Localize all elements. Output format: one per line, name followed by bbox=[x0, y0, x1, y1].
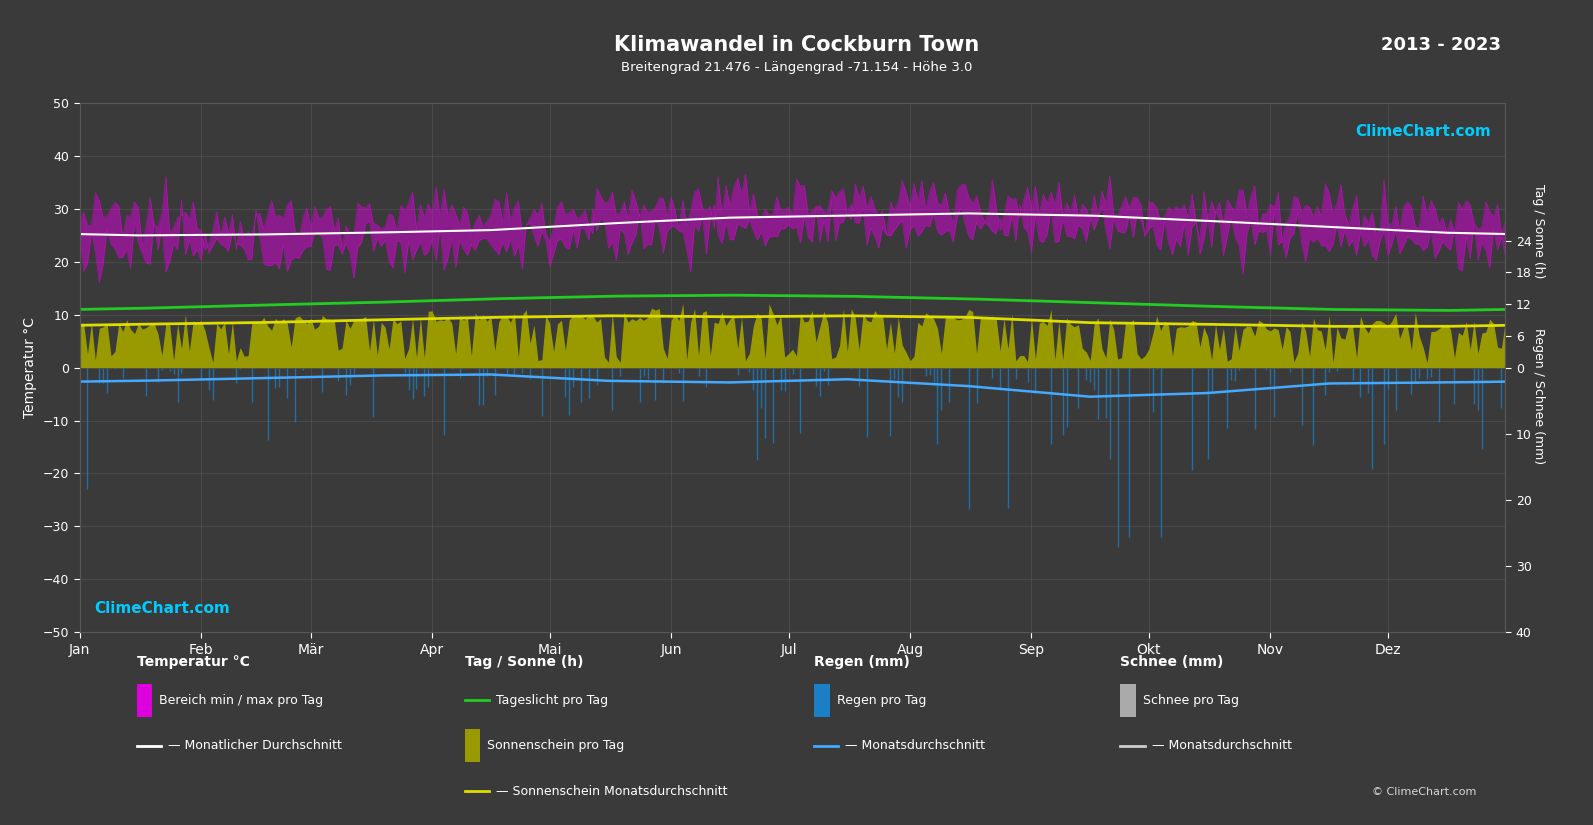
Text: Bereich min / max pro Tag: Bereich min / max pro Tag bbox=[159, 694, 323, 707]
Text: Regen / Schnee (mm): Regen / Schnee (mm) bbox=[1532, 328, 1545, 464]
Text: ClimeChart.com: ClimeChart.com bbox=[94, 601, 229, 616]
Text: — Monatsdurchschnitt: — Monatsdurchschnitt bbox=[1152, 739, 1292, 752]
Text: Tageslicht pro Tag: Tageslicht pro Tag bbox=[495, 694, 609, 707]
Text: — Monatsdurchschnitt: — Monatsdurchschnitt bbox=[846, 739, 984, 752]
Text: Schnee (mm): Schnee (mm) bbox=[1120, 655, 1223, 669]
Text: Tag / Sonne (h): Tag / Sonne (h) bbox=[1532, 184, 1545, 278]
Text: © ClimeChart.com: © ClimeChart.com bbox=[1373, 787, 1477, 797]
Bar bbox=[1120, 684, 1136, 717]
Text: Regen pro Tag: Regen pro Tag bbox=[836, 694, 926, 707]
Text: Regen (mm): Regen (mm) bbox=[814, 655, 910, 669]
Text: — Monatlicher Durchschnitt: — Monatlicher Durchschnitt bbox=[167, 739, 342, 752]
Text: — Sonnenschein Monatsdurchschnitt: — Sonnenschein Monatsdurchschnitt bbox=[495, 785, 728, 798]
Bar bbox=[137, 684, 153, 717]
Text: ClimeChart.com: ClimeChart.com bbox=[1356, 125, 1491, 139]
Text: Breitengrad 21.476 - Längengrad -71.154 - Höhe 3.0: Breitengrad 21.476 - Längengrad -71.154 … bbox=[621, 61, 972, 74]
Text: Schnee pro Tag: Schnee pro Tag bbox=[1144, 694, 1239, 707]
Text: 2013 - 2023: 2013 - 2023 bbox=[1381, 36, 1501, 54]
Text: Klimawandel in Cockburn Town: Klimawandel in Cockburn Town bbox=[613, 35, 980, 55]
Text: Sonnenschein pro Tag: Sonnenschein pro Tag bbox=[487, 739, 624, 752]
Y-axis label: Temperatur °C: Temperatur °C bbox=[24, 317, 37, 418]
Text: Temperatur °C: Temperatur °C bbox=[137, 655, 250, 669]
Bar bbox=[465, 729, 479, 762]
Text: Tag / Sonne (h): Tag / Sonne (h) bbox=[465, 655, 583, 669]
Bar bbox=[814, 684, 830, 717]
